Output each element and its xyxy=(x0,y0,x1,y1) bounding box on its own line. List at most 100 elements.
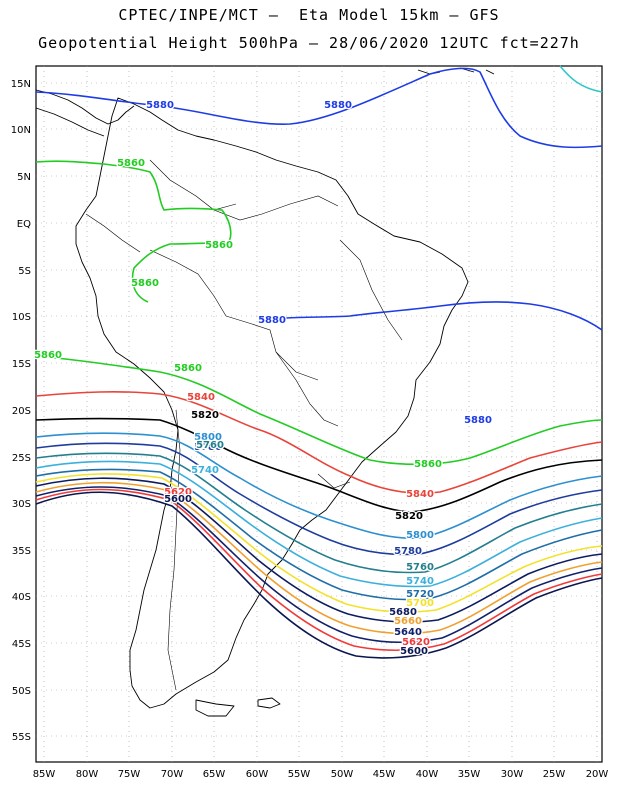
central-america-outline xyxy=(35,89,135,125)
border-ecuador-peru xyxy=(85,213,141,253)
contour-label-5620: 5620 xyxy=(402,637,430,648)
contour-label-5800: 5800 xyxy=(194,432,222,443)
contour-label-5660: 5660 xyxy=(394,616,422,627)
contour-label-5860: 5860 xyxy=(117,158,145,169)
contour-5860 xyxy=(35,355,603,466)
contour-5660 xyxy=(35,481,603,635)
contour-label-5600: 5600 xyxy=(400,646,428,657)
lon-tick-label: 55W xyxy=(288,769,311,780)
contour-label-5880: 5880 xyxy=(324,100,352,111)
contour-5840 xyxy=(35,391,603,495)
contour-5640 xyxy=(35,486,603,644)
contour-5800 xyxy=(35,432,603,540)
contour-label-5820: 5820 xyxy=(191,410,219,421)
axis-labels: 15N 10N 5N EQ 5S 10S 15S 20S 25S 30S 35S 40S 45S 50S 5… xyxy=(11,79,609,780)
contour-label-5880: 5880 xyxy=(146,100,174,111)
contour-5880 xyxy=(35,67,603,149)
lon-tick-label: 30W xyxy=(501,769,524,780)
lon-tick-label: 60W xyxy=(246,769,269,780)
south-america-outline xyxy=(75,97,469,709)
lon-tick-label: 65W xyxy=(203,769,226,780)
contour-label-5640: 5640 xyxy=(394,627,422,638)
contour-label-5880: 5880 xyxy=(464,415,492,426)
lon-tick-label: 80W xyxy=(76,769,99,780)
contour-label-5840: 5840 xyxy=(187,392,215,403)
contour-label-5620: 5620 xyxy=(164,487,192,498)
contour-5860-north xyxy=(35,160,232,303)
lat-tick-label: 15N xyxy=(11,79,31,90)
lon-tick-label: 50W xyxy=(331,769,354,780)
border-colombia-venezuela xyxy=(149,159,237,211)
lon-tick-label: 75W xyxy=(118,769,141,780)
contour-label-5600: 5600 xyxy=(164,494,192,505)
lat-tick-label: 45S xyxy=(12,639,31,650)
contour-label-5780: 5780 xyxy=(194,442,222,453)
lat-tick-label: 10N xyxy=(11,125,31,136)
contour-label-5820: 5820 xyxy=(395,511,423,522)
contour-label-5740: 5740 xyxy=(191,465,219,476)
graticule xyxy=(36,66,602,762)
lon-tick-label: 70W xyxy=(161,769,184,780)
contour-label-5780: 5780 xyxy=(394,546,422,557)
contour-label-5880: 5880 xyxy=(258,315,286,326)
lon-tick-label: 40W xyxy=(416,769,439,780)
lat-tick-label: 55S xyxy=(12,732,31,743)
lon-tick-label: 85W xyxy=(33,769,56,780)
border-brazil-states xyxy=(339,239,403,341)
lat-tick-label: 30S xyxy=(12,499,31,510)
country-borders xyxy=(85,159,403,691)
contour-label-5740: 5740 xyxy=(406,576,434,587)
contour-5720 xyxy=(35,468,603,601)
contour-labels: 5880 5880 5880 5880 5860 5860 5860 5860 5860 5860… xyxy=(33,99,493,659)
border-brazil-north xyxy=(213,195,339,221)
lat-tick-label: 15S xyxy=(12,359,31,370)
lon-tick-label: 45W xyxy=(373,769,396,780)
lat-tick-label: EQ xyxy=(17,219,31,230)
central-america-south-coast xyxy=(35,107,105,137)
contour-label-5860: 5860 xyxy=(414,459,442,470)
border-bolivia xyxy=(225,315,319,381)
falkland-islands xyxy=(257,697,281,709)
border-paraguay xyxy=(275,351,339,427)
contour-5760 xyxy=(35,452,603,574)
lon-tick-label: 35W xyxy=(458,769,481,780)
contour-label-5800: 5800 xyxy=(406,530,434,541)
contour-label-5760: 5760 xyxy=(406,562,434,573)
border-chile-argentina xyxy=(167,409,181,691)
contour-label-5760: 5760 xyxy=(196,440,224,451)
contour-5880-south xyxy=(269,301,603,331)
contour-label-5860: 5860 xyxy=(131,278,159,289)
contour-label-5700: 5700 xyxy=(406,598,434,609)
border-uruguay xyxy=(317,473,351,489)
contour-5780 xyxy=(35,442,603,556)
lat-tick-label: 50S xyxy=(12,686,31,697)
border-peru-brazil xyxy=(149,249,227,317)
tierra-del-fuego xyxy=(195,699,235,717)
lon-tick-label: 25W xyxy=(543,769,566,780)
contour-label-5840: 5840 xyxy=(406,489,434,500)
lat-tick-label: 5S xyxy=(18,266,31,277)
contour-label-5860: 5860 xyxy=(205,240,233,251)
height-contours xyxy=(35,65,603,659)
coastlines xyxy=(35,67,495,717)
contour-5620 xyxy=(35,488,603,652)
lat-tick-label: 20S xyxy=(12,406,31,417)
lat-tick-label: 40S xyxy=(12,592,31,603)
contour-5680 xyxy=(35,477,603,623)
lat-tick-label: 10S xyxy=(12,312,31,323)
contour-label-5720: 5720 xyxy=(406,589,434,600)
contour-5740 xyxy=(35,460,603,588)
lat-tick-label: 35S xyxy=(12,546,31,557)
contour-5700 xyxy=(35,473,603,613)
lon-tick-label: 20W xyxy=(586,769,609,780)
lat-tick-label: 5N xyxy=(17,172,31,183)
chart-title-line-2: Geopotential Height 500hPa – 28/06/2020 … xyxy=(38,34,580,52)
chart-title-line-1: CPTEC/INPE/MCT – Eta Model 15km – GFS xyxy=(118,6,500,24)
contour-label-5860: 5860 xyxy=(34,350,62,361)
contour-5820 xyxy=(35,417,603,513)
contour-label-5680: 5680 xyxy=(389,607,417,618)
contour-cyan-ne xyxy=(559,65,603,93)
lat-tick-label: 25S xyxy=(12,453,31,464)
contour-label-5860: 5860 xyxy=(174,363,202,374)
